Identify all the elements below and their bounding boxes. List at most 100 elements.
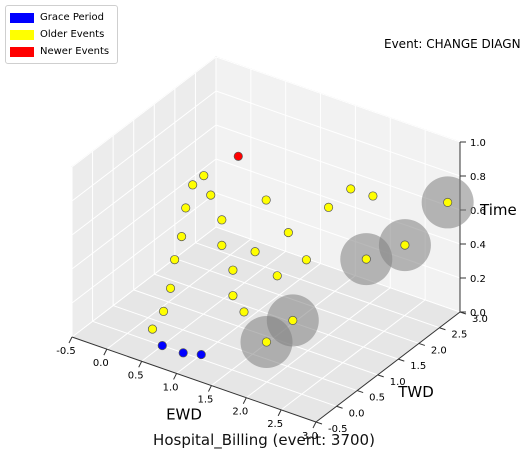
x-tick: [103, 348, 108, 356]
scatter-point-newer: [233, 151, 243, 161]
scatter-point-older: [199, 171, 209, 181]
figure-caption: Hospital_Billing (event: 3700): [153, 431, 375, 449]
y-axis-title: TWD: [397, 383, 434, 401]
legend-item-newer: Newer Events: [10, 43, 113, 60]
x-tick: [277, 409, 282, 417]
grid-line: [71, 56, 217, 168]
y-tick-label: -0.5: [328, 424, 348, 435]
scatter-point-older: [158, 306, 169, 316]
x-tick: [68, 336, 73, 344]
scatter-point-older: [288, 315, 298, 325]
z-tick-label: 0.6: [470, 206, 486, 217]
x-tick: [207, 385, 212, 392]
grid-line: [71, 226, 217, 338]
event-label: Event: CHANGE DIAGN: [384, 37, 521, 51]
legend-swatch-older: [10, 29, 34, 40]
grid-line: [215, 124, 461, 211]
scatter-point-older: [361, 254, 371, 264]
scatter-point-grace: [196, 350, 206, 360]
y-tick-label: 3.0: [472, 314, 488, 325]
y-tick-label: 0.5: [369, 393, 385, 404]
legend-item-grace: Grace Period: [10, 9, 113, 26]
x-tick-label: 2.5: [267, 419, 283, 430]
grid-line: [280, 299, 426, 411]
legend-swatch-newer: [10, 46, 34, 57]
grid-line: [245, 287, 391, 399]
z-tick-label: 1.0: [470, 138, 486, 149]
x-tick: [138, 361, 143, 368]
scatter-point-older: [261, 337, 272, 347]
y-axis-line: [315, 311, 461, 423]
z-tick-label: 0.8: [470, 172, 486, 183]
scatter-point-older: [181, 203, 191, 213]
legend: Grace Period Older Events Newer Events: [5, 5, 118, 64]
grid-line: [112, 305, 358, 392]
x-tick: [312, 421, 317, 429]
legend-label-older: Older Events: [40, 29, 105, 40]
x-tick-label: -0.5: [56, 346, 76, 357]
legend-label-newer: Newer Events: [40, 46, 110, 57]
scatter-point-older: [443, 197, 453, 207]
z-tick-label: 0.4: [470, 240, 486, 251]
scatter-point-older: [165, 283, 176, 293]
grid-line: [92, 320, 337, 407]
x-tick-label: 0.0: [93, 358, 109, 369]
legend-swatch-grace: [10, 12, 34, 23]
legend-label-grace: Grace Period: [40, 12, 104, 23]
grid-line: [215, 90, 461, 177]
grid-line: [71, 158, 217, 270]
grid-line: [71, 90, 217, 202]
x-tick-label: 2.0: [232, 407, 248, 418]
x-tick: [242, 397, 247, 404]
scatter-point-older: [206, 190, 216, 200]
y-tick-label: 0.0: [349, 408, 365, 419]
x-axis-line: [71, 336, 317, 423]
y-tick: [377, 374, 384, 378]
grid-line: [195, 242, 440, 329]
y-tick-label: 1.5: [410, 361, 426, 372]
legend-item-older: Older Events: [10, 26, 113, 43]
scatter-point-older: [346, 184, 356, 194]
z-axis-title: Time: [479, 201, 517, 219]
scatter-point-older: [400, 240, 410, 250]
x-tick-label: 0.5: [128, 370, 144, 381]
y-tick: [418, 342, 426, 346]
x-tick-label: 1.0: [163, 382, 179, 393]
grid-line: [215, 226, 461, 313]
x-tick: [173, 373, 178, 380]
scatter-point-older: [170, 255, 180, 265]
scatter-point-older: [147, 324, 158, 334]
scatter-point-grace: [157, 341, 167, 351]
y-tick: [336, 405, 343, 409]
scatter-point-older: [217, 240, 227, 250]
y-tick: [398, 358, 405, 362]
x-tick-label: 1.5: [197, 395, 213, 406]
scatter-point-older: [301, 255, 311, 265]
scatter-point-older: [239, 307, 249, 317]
y-tick-label: 1.0: [390, 377, 406, 388]
grid-line: [71, 124, 217, 236]
scatter-point-older: [283, 228, 293, 238]
y-tick: [356, 390, 364, 394]
y-tick: [315, 421, 323, 425]
scatter-point-older: [188, 180, 198, 190]
y-tick-label: 2.5: [451, 330, 467, 341]
x-tick-label: 3.0: [302, 431, 318, 442]
grid-line: [215, 56, 461, 143]
scatter-point-older: [177, 232, 187, 242]
scatter-point-older: [228, 265, 238, 275]
scatter-point-older: [324, 202, 334, 212]
grid-line: [71, 192, 217, 304]
scatter-point-older: [261, 195, 271, 205]
scatter-point-older: [217, 215, 227, 225]
scatter-point-older: [272, 271, 282, 281]
y-tick-label: 2.0: [431, 345, 447, 356]
z-tick-label: 0.0: [470, 308, 486, 319]
scatter-point-grace: [178, 348, 188, 358]
scatter-point-older: [250, 247, 260, 257]
z-tick-label: 0.2: [470, 274, 486, 285]
grid-line: [106, 238, 252, 350]
scatter-point-older: [228, 291, 238, 301]
